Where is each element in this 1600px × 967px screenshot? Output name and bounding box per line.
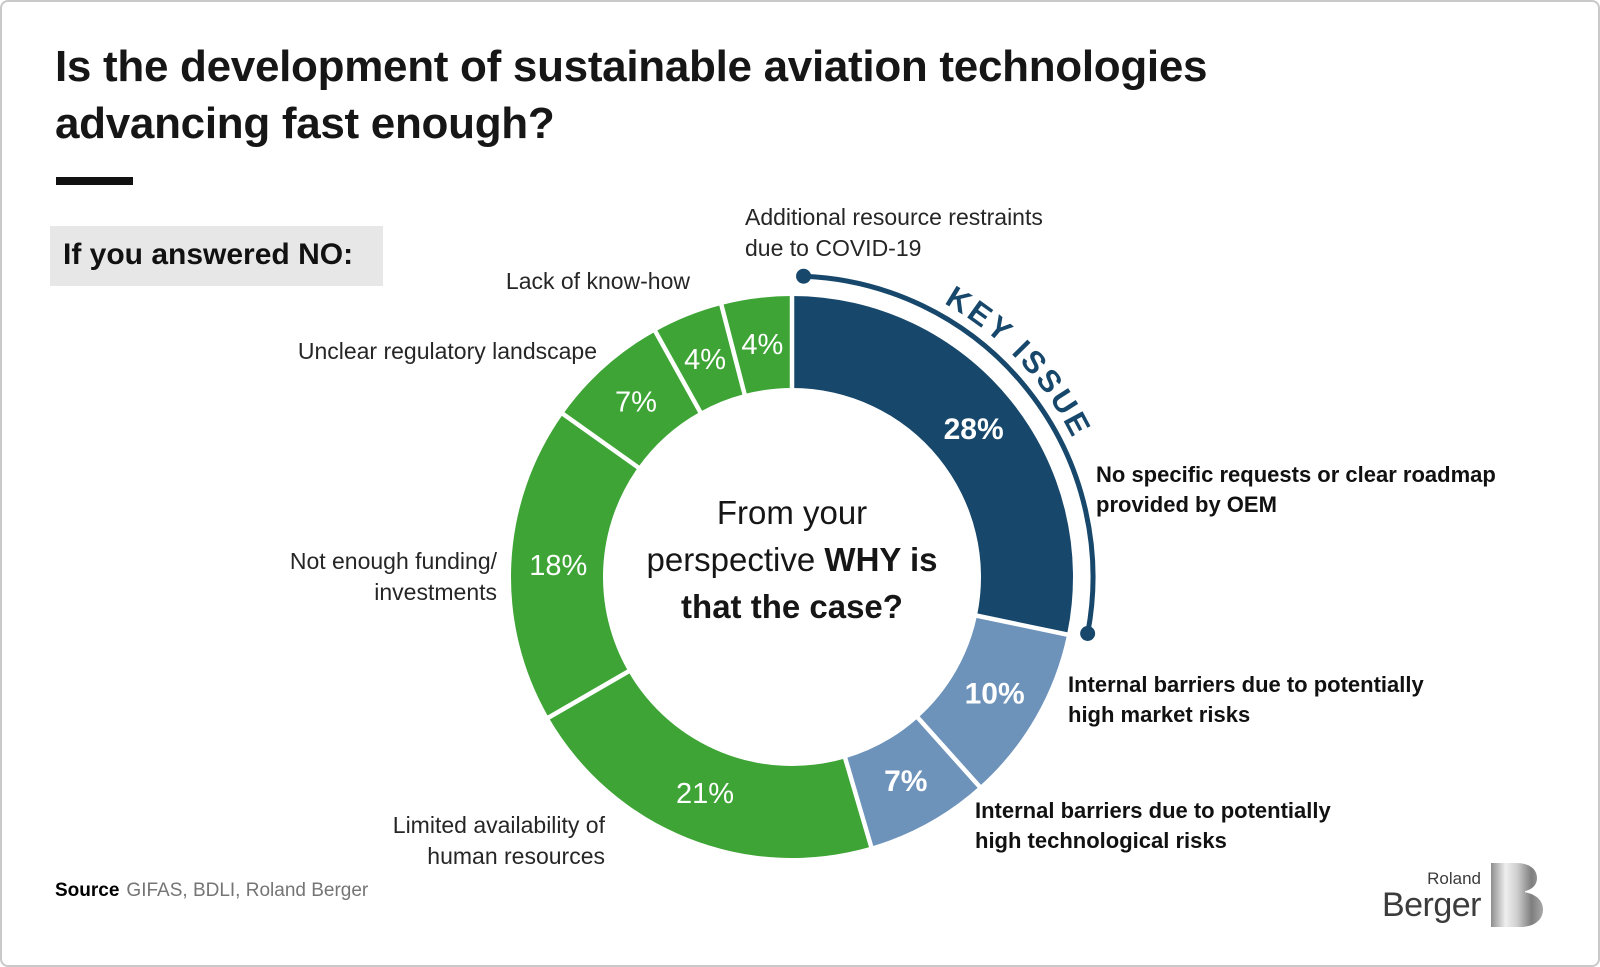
source-text: GIFAS, BDLI, Roland Berger <box>126 880 369 901</box>
key-issue-arc-start-dot <box>796 268 812 284</box>
key-issue-arc <box>803 273 1096 634</box>
logo-text-berger: Berger <box>1381 885 1482 924</box>
segment-label-unclear-regulatory: Unclear regulatory landscape <box>297 338 597 364</box>
donut-percent-label: 18% <box>529 550 587 582</box>
condition-label: If you answered NO: <box>50 226 384 286</box>
page-title: Is the development of sustainable aviati… <box>55 42 1208 148</box>
segment-separator <box>652 329 703 414</box>
donut-segment <box>511 414 639 718</box>
center-question-line2-regular: perspective <box>646 541 825 578</box>
donut-percent-label: 21% <box>676 778 734 810</box>
center-question: From your perspective WHY is that the ca… <box>577 489 1007 630</box>
donut-percent-label: 7% <box>615 387 657 419</box>
center-question-line1: From your <box>716 494 868 531</box>
donut-segment <box>655 305 745 412</box>
segment-label-not-enough-funding: Not enough funding/ investments <box>289 548 497 605</box>
segment-separator <box>915 715 982 789</box>
segment-label-no-oem-roadmap: No specific requests or clear roadmap pr… <box>1096 462 1496 517</box>
donut-segment <box>792 296 1073 635</box>
logo-b-icon <box>1491 863 1543 927</box>
donut-percent-label: 7% <box>884 765 927 798</box>
center-question-line3: that the case? <box>681 588 903 625</box>
segment-label-limited-human-resources: Limited availability of human resources <box>392 812 605 869</box>
donut-percent-label: 28% <box>944 413 1004 446</box>
title-underline-rule <box>56 177 133 185</box>
source-label: Source <box>55 880 120 901</box>
segment-separator <box>975 613 1069 637</box>
key-issue-arc-end-dot <box>1080 625 1096 641</box>
segment-separator <box>718 303 747 396</box>
donut-segment <box>563 331 701 468</box>
donut-segment <box>918 615 1068 787</box>
segment-separator <box>546 669 631 720</box>
segment-label-covid-restraints: Additional resource restraints due to CO… <box>745 204 1043 261</box>
donut-percent-label: 4% <box>741 329 783 361</box>
segment-separator <box>842 756 874 849</box>
source-note: Source GIFAS, BDLI, Roland Berger <box>55 880 368 902</box>
center-question-line2-bold: WHY is <box>824 541 938 578</box>
segment-label-technological-risks: Internal barriers due to potentially hig… <box>975 798 1331 853</box>
segment-separator <box>560 411 641 470</box>
segment-label-lack-of-know-how: Lack of know-how <box>505 268 690 294</box>
logo-text-roland: Roland <box>1427 868 1481 888</box>
logo-wordmark: Roland Berger <box>1381 868 1482 924</box>
donut-percent-label: 4% <box>684 344 726 376</box>
donut-percent-label: 10% <box>965 678 1025 711</box>
roland-berger-logo: Roland Berger <box>1382 862 1543 928</box>
donut-segment <box>548 671 872 859</box>
segment-label-market-risks: Internal barriers due to potentially hig… <box>1068 672 1424 727</box>
